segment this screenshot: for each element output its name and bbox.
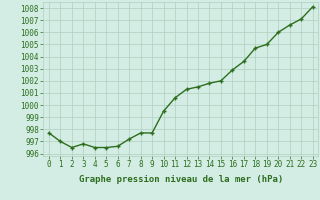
X-axis label: Graphe pression niveau de la mer (hPa): Graphe pression niveau de la mer (hPa) [79,175,283,184]
